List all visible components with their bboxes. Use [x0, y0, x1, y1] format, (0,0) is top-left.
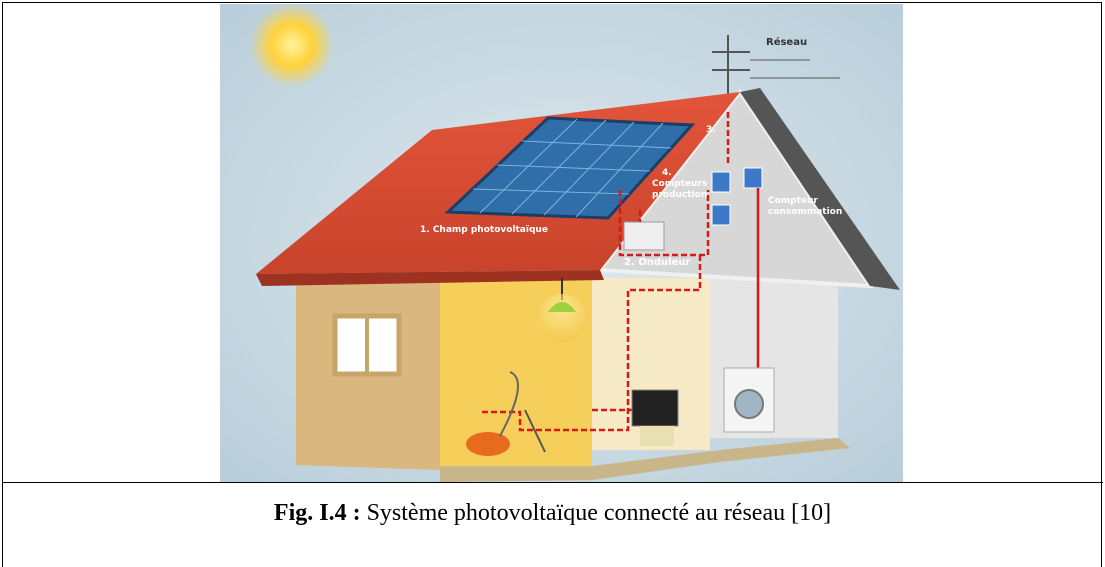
lamp [548, 302, 576, 312]
caption-label: Fig. I.4 : [273, 500, 361, 526]
figure-caption: Fig. I.4 : Système photovoltaïque connec… [0, 500, 1105, 527]
meter [711, 204, 731, 226]
illustration: Réseau 3. 4. Compteurs production Compte… [220, 4, 903, 482]
row-separator [2, 482, 1103, 483]
floor [440, 438, 850, 482]
vacuum [466, 432, 510, 456]
image-label: 2. Onduleur [624, 257, 690, 268]
image-label: Compteurs [652, 179, 707, 189]
wiring [480, 112, 730, 432]
image-label: Compteur [768, 196, 818, 206]
image-label: consommation [768, 207, 842, 217]
image-label: 3. [706, 125, 716, 135]
image-label: 1. Champ photovoltaïque [420, 225, 548, 235]
roof-edge [740, 88, 900, 290]
image-label: production [652, 190, 707, 200]
meter [743, 167, 763, 189]
meter [711, 171, 731, 193]
tv-stand [640, 426, 674, 446]
panel-grid [472, 118, 672, 218]
roof-eave [256, 270, 604, 286]
inverter [623, 221, 665, 251]
tv [631, 389, 679, 427]
image-label: Réseau [766, 36, 807, 48]
lamp-glow [538, 294, 586, 342]
caption-text: Système photovoltaïque connecté au résea… [366, 500, 832, 526]
sun [250, 4, 334, 87]
image-label: 4. [662, 168, 672, 178]
